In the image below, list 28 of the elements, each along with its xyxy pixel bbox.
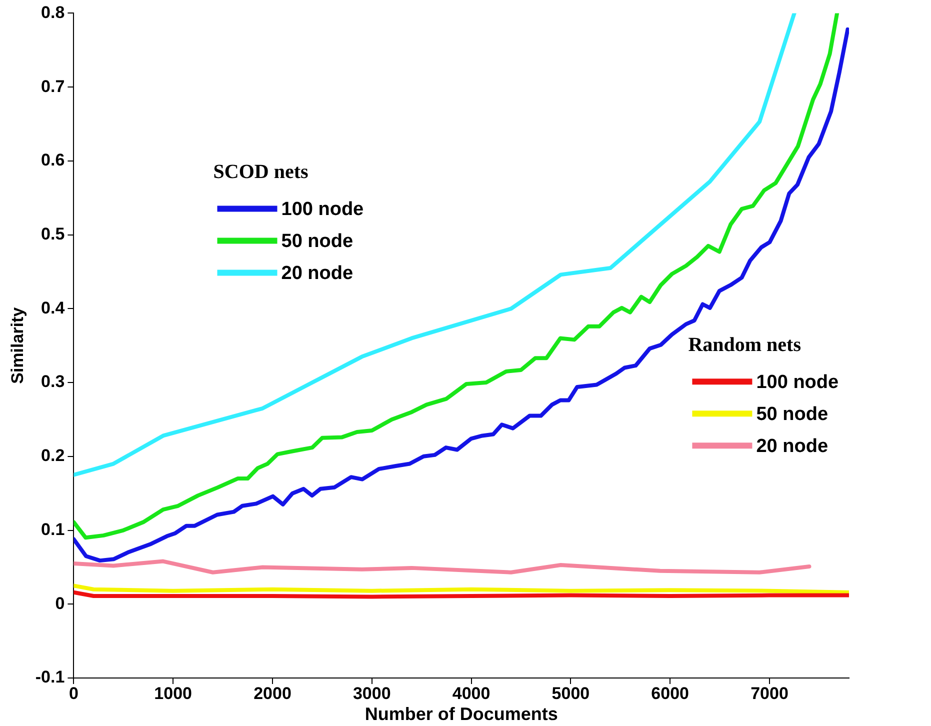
legend-title: SCOD nets: [213, 160, 308, 183]
x-tick-label: 5000: [552, 684, 590, 703]
y-tick-label: 0.4: [41, 298, 66, 318]
y-tick-label: 0.3: [41, 372, 65, 392]
legend-label: 100 node: [756, 372, 839, 393]
x-tick-label: 4000: [452, 684, 490, 703]
y-axis-title: Similarity: [8, 306, 27, 384]
y-tick-label: -0.1: [35, 668, 65, 687]
x-tick-label: 1000: [154, 684, 192, 703]
y-tick-label: 0.1: [41, 520, 65, 539]
legend-label: 20 node: [756, 436, 828, 457]
y-tick-label: 0.8: [41, 2, 65, 22]
x-tick-label: 2000: [254, 684, 292, 703]
x-tick-label: 6000: [651, 684, 689, 703]
y-tick-label: 0: [55, 594, 65, 613]
y-tick-label: 0.6: [41, 150, 65, 170]
y-tick-label: 0.7: [41, 76, 65, 96]
x-axis-title: Number of Documents: [364, 704, 558, 724]
annotation: Random nets: [688, 334, 802, 356]
y-tick-label: 0.5: [41, 224, 65, 244]
legend-label: 100 node: [281, 198, 364, 220]
legend-label: 50 node: [756, 404, 828, 425]
legend-label: 50 node: [281, 230, 354, 252]
x-tick-label: 3000: [352, 684, 391, 703]
x-tick-label: 7000: [750, 684, 788, 703]
legend-label: 20 node: [281, 262, 354, 284]
y-tick-label: 0.2: [41, 446, 65, 466]
x-tick-label: 0: [68, 684, 78, 703]
